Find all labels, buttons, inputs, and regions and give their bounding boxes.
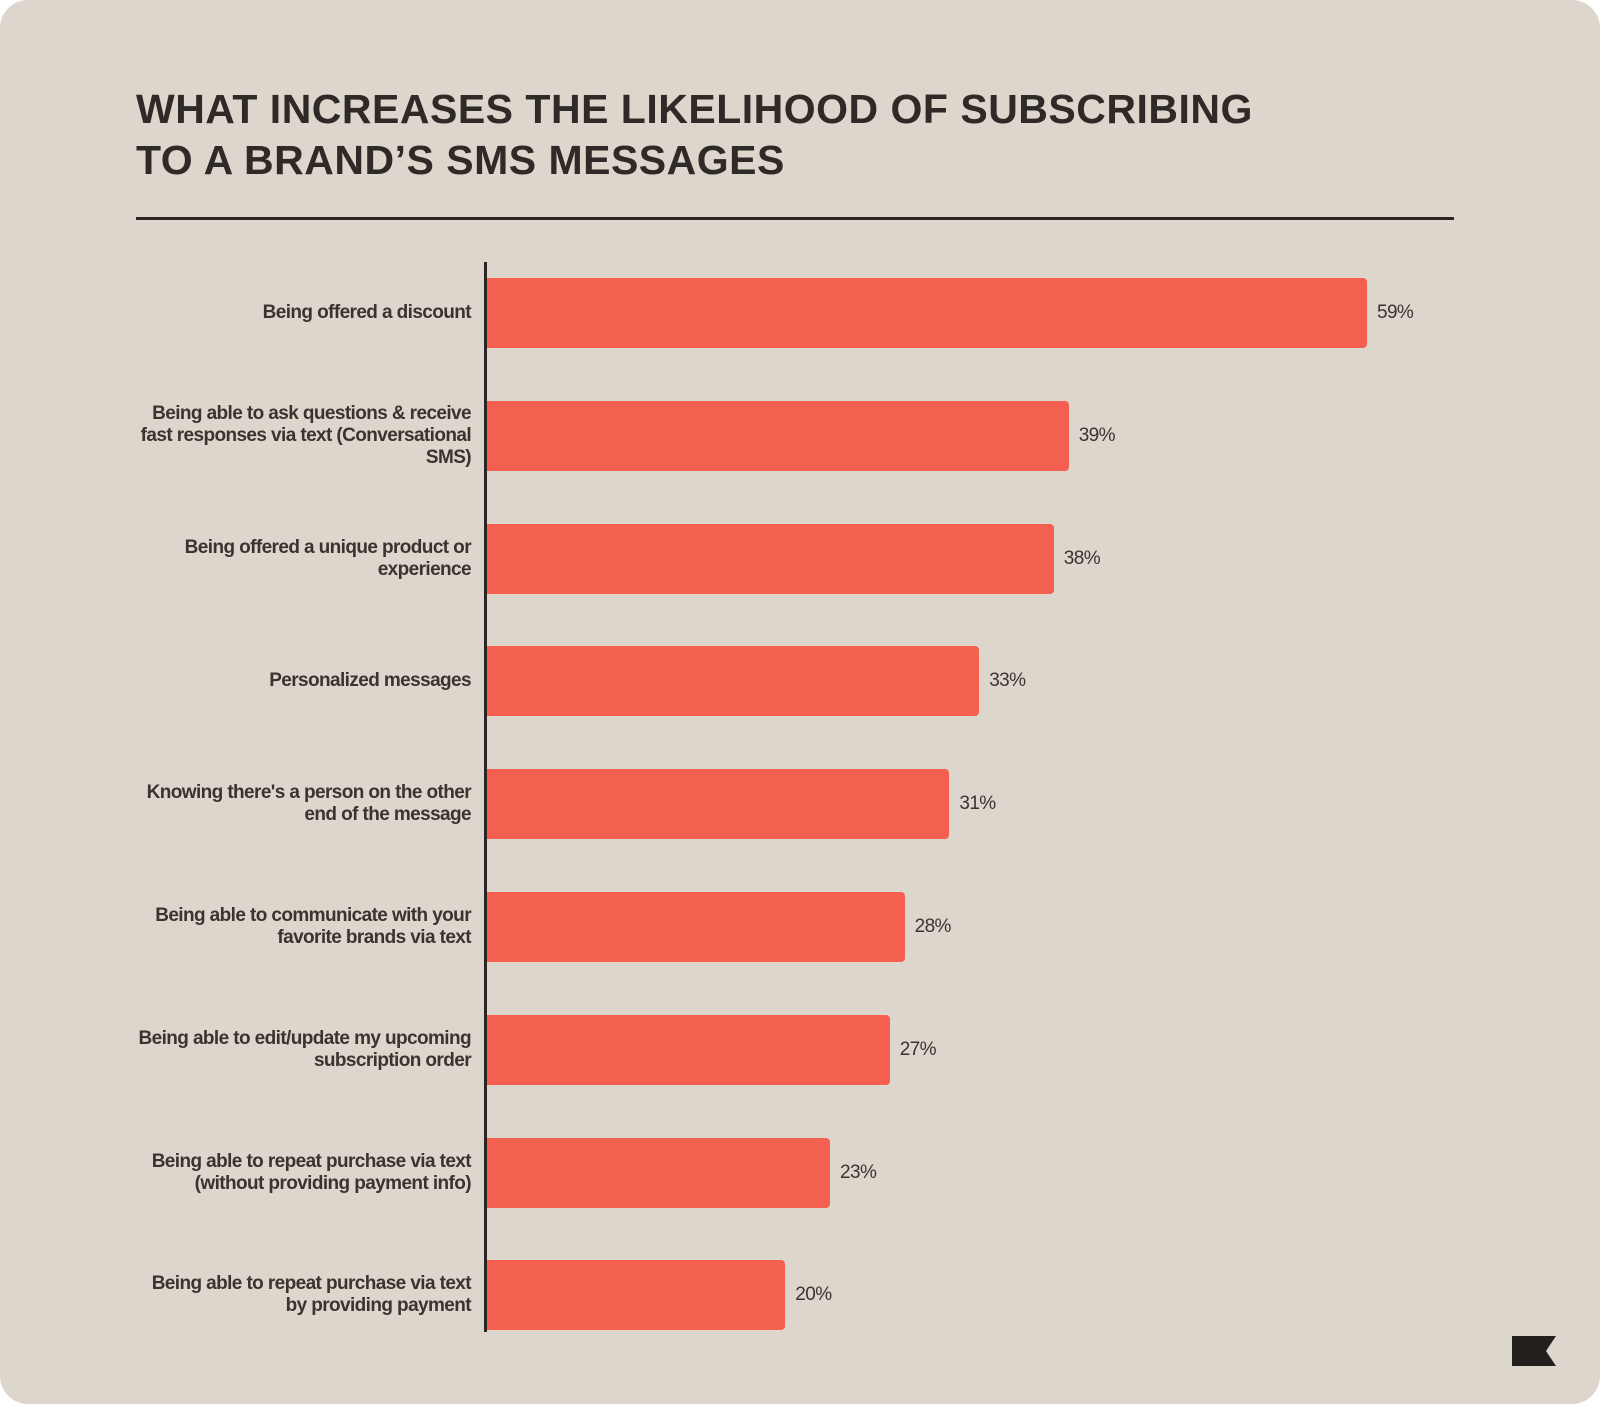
value-label: 38% [1063, 547, 1101, 569]
bar [487, 646, 980, 717]
category-text: Being offered a unique product or experi… [184, 536, 472, 580]
bar [487, 769, 950, 840]
category-text: Being able to communicate with your favo… [155, 905, 471, 948]
bar [487, 400, 1069, 471]
category-label: Being able to repeat purchase via text (… [131, 1138, 472, 1208]
bar [487, 523, 1054, 594]
category-text: Being able to edit/update my upcoming su… [138, 1027, 472, 1071]
category-label: Knowing there's a person on the other en… [131, 769, 472, 839]
category-text: Being able to ask questions & receive fa… [140, 402, 472, 468]
category-text: Knowing there's a person on the other en… [146, 782, 472, 826]
category-label: Being able to edit/update my upcoming su… [131, 1015, 472, 1085]
value-label: 31% [959, 793, 996, 815]
category-label: Being able to repeat purchase via text b… [131, 1260, 472, 1330]
bar [487, 278, 1367, 348]
category-label: Being able to ask questions & receive fa… [131, 401, 472, 471]
value-label: 59% [1377, 302, 1414, 323]
bar [487, 892, 905, 962]
category-label: Being offered a discount [131, 278, 472, 348]
bar [487, 1137, 831, 1208]
value-label: 23% [840, 1161, 877, 1183]
value-label: 27% [899, 1038, 937, 1060]
category-text: Personalized messages [269, 670, 471, 692]
value-label: 39% [1078, 424, 1116, 446]
category-text: Being able to repeat purchase via text (… [151, 1150, 472, 1194]
category-label: Being offered a unique product or experi… [131, 524, 472, 594]
value-label: 28% [914, 916, 952, 937]
category-axis [484, 262, 487, 1332]
logo [1512, 1336, 1556, 1366]
chart-title: WHAT INCREASES THE LIKELIHOOD OF SUBSCRI… [136, 86, 1253, 183]
category-text: Being able to repeat purchase via text b… [151, 1273, 472, 1317]
title-rule [136, 217, 1454, 220]
bar [487, 1014, 890, 1085]
category-text: Being offered a discount [262, 302, 472, 323]
category-label: Being able to communicate with your favo… [131, 892, 471, 962]
value-label: 33% [989, 670, 1026, 692]
bar [487, 1260, 786, 1331]
category-label: Personalized messages [131, 646, 471, 716]
value-label: 20% [795, 1284, 832, 1306]
